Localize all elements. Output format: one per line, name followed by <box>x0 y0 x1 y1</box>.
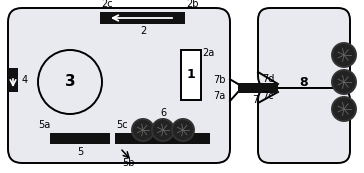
Text: 7b: 7b <box>213 75 226 85</box>
Text: 5c: 5c <box>116 120 128 130</box>
Bar <box>181 50 201 100</box>
Text: 5b: 5b <box>122 158 134 168</box>
Circle shape <box>172 119 194 141</box>
Text: 4: 4 <box>22 75 28 85</box>
Text: 2b: 2b <box>186 0 198 9</box>
Text: 2: 2 <box>140 26 146 36</box>
Text: 8: 8 <box>300 75 308 89</box>
Text: 5a: 5a <box>38 120 50 130</box>
Text: 7: 7 <box>252 95 258 105</box>
Text: 7a: 7a <box>213 91 225 101</box>
Text: 7d: 7d <box>262 74 274 84</box>
Circle shape <box>332 97 356 121</box>
Bar <box>100 12 185 24</box>
Text: 2a: 2a <box>202 48 214 58</box>
Circle shape <box>152 119 174 141</box>
FancyBboxPatch shape <box>8 8 230 163</box>
FancyBboxPatch shape <box>258 88 350 163</box>
Text: 2c: 2c <box>101 0 112 9</box>
Bar <box>50 133 110 144</box>
Circle shape <box>132 119 154 141</box>
Text: 6: 6 <box>160 108 166 118</box>
Text: 3: 3 <box>65 75 75 89</box>
Bar <box>115 133 210 144</box>
Circle shape <box>332 70 356 94</box>
FancyBboxPatch shape <box>258 8 350 88</box>
Circle shape <box>332 43 356 67</box>
Text: 1: 1 <box>187 69 195 81</box>
Bar <box>238 83 278 93</box>
Bar <box>8 68 18 92</box>
Text: 5: 5 <box>77 147 83 157</box>
Text: 7c: 7c <box>262 91 274 101</box>
